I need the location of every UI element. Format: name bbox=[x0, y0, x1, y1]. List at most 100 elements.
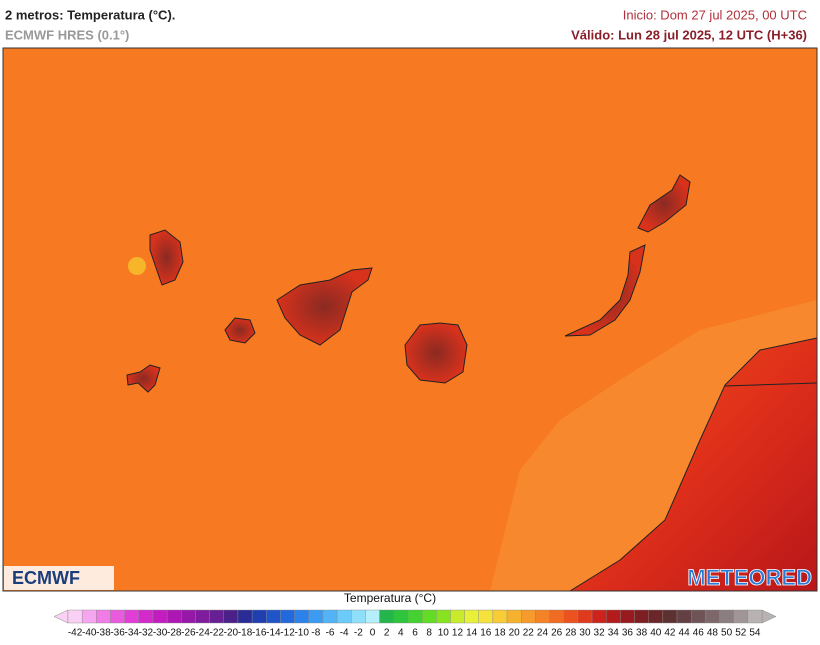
model: ECMWF HRES (0.1°) bbox=[5, 27, 129, 42]
logo-bg bbox=[4, 566, 114, 590]
swatch bbox=[81, 609, 97, 624]
logo-ecmwf: ECMWF bbox=[12, 568, 80, 588]
tick-label: -28 bbox=[167, 628, 182, 639]
swatch bbox=[450, 609, 465, 624]
tick-label: 4 bbox=[398, 628, 404, 639]
swatch bbox=[690, 609, 706, 624]
tick-label: 8 bbox=[426, 628, 432, 639]
tick-label: 44 bbox=[679, 628, 691, 639]
tick-label: -12 bbox=[280, 628, 295, 639]
swatch bbox=[606, 609, 621, 624]
tick-label: 10 bbox=[438, 628, 450, 639]
swatch bbox=[351, 609, 366, 624]
legend-title: Temperatura (°C) bbox=[344, 591, 436, 605]
arrow-high bbox=[761, 609, 777, 624]
tick-label: 14 bbox=[466, 628, 478, 639]
swatch bbox=[322, 609, 338, 624]
swatch bbox=[237, 609, 253, 624]
swatch bbox=[662, 609, 678, 624]
lanzarote bbox=[637, 174, 691, 233]
swatch bbox=[521, 609, 536, 624]
swatch bbox=[747, 609, 763, 624]
tick-label: -26 bbox=[181, 628, 196, 639]
tick-label: -36 bbox=[110, 628, 125, 639]
arrow-low bbox=[53, 609, 69, 624]
title: 2 metros: Temperatura (°C). bbox=[5, 7, 175, 22]
swatch bbox=[676, 609, 692, 624]
tick-label: 42 bbox=[664, 628, 676, 639]
tick-label: -38 bbox=[96, 628, 111, 639]
tick-label: 28 bbox=[565, 628, 577, 639]
tick-label: -20 bbox=[224, 628, 239, 639]
swatch bbox=[492, 609, 508, 624]
logo-meteored: METEORED bbox=[687, 565, 812, 590]
tick-label: -34 bbox=[125, 628, 140, 639]
el-hierro bbox=[126, 364, 161, 393]
tick-label: 40 bbox=[650, 628, 662, 639]
tick-label: 50 bbox=[721, 628, 733, 639]
swatch bbox=[620, 609, 635, 624]
tick-label: 30 bbox=[579, 628, 591, 639]
tick-label: -30 bbox=[153, 628, 168, 639]
swatch bbox=[421, 609, 437, 624]
tick-label: -40 bbox=[82, 628, 97, 639]
swatch bbox=[634, 609, 649, 624]
swatch bbox=[67, 609, 83, 624]
swatch bbox=[294, 609, 309, 624]
swatch bbox=[308, 609, 324, 624]
swatch bbox=[138, 609, 154, 624]
tick-label: -2 bbox=[354, 628, 363, 639]
swatch bbox=[705, 609, 720, 624]
tick-label: -14 bbox=[266, 628, 281, 639]
tenerife bbox=[276, 267, 373, 346]
swatch bbox=[719, 609, 734, 624]
tick-label: -42 bbox=[68, 628, 83, 639]
swatch bbox=[251, 609, 267, 624]
swatch bbox=[464, 609, 479, 624]
tick-label: -24 bbox=[195, 628, 210, 639]
tick-label: 48 bbox=[707, 628, 719, 639]
fuerteventura bbox=[564, 244, 646, 337]
tick-label: 2 bbox=[384, 628, 390, 639]
tick-label: 16 bbox=[480, 628, 492, 639]
swatch bbox=[577, 609, 593, 624]
tick-label: 26 bbox=[551, 628, 563, 639]
swatch bbox=[478, 609, 494, 624]
tick-label: 0 bbox=[370, 628, 376, 639]
swatch bbox=[152, 609, 168, 624]
gran-canaria bbox=[404, 322, 468, 384]
swatch bbox=[549, 609, 564, 624]
tick-label: 32 bbox=[594, 628, 606, 639]
tick-label: 6 bbox=[412, 628, 418, 639]
swatch bbox=[436, 609, 451, 624]
swatch bbox=[266, 609, 281, 624]
tick-label: -8 bbox=[311, 628, 320, 639]
swatch bbox=[209, 609, 224, 624]
init-time: Inicio: Dom 27 jul 2025, 00 UTC bbox=[623, 7, 807, 22]
tick-label: -18 bbox=[238, 628, 253, 639]
tick-label: 18 bbox=[494, 628, 506, 639]
swatch bbox=[379, 609, 394, 624]
map bbox=[2, 47, 818, 592]
tick-label: 22 bbox=[523, 628, 535, 639]
swatch bbox=[365, 609, 380, 624]
swatch bbox=[535, 609, 550, 624]
tick-label: 34 bbox=[608, 628, 620, 639]
swatch bbox=[110, 609, 125, 624]
tick-label: 36 bbox=[622, 628, 634, 639]
tick-label: -10 bbox=[294, 628, 309, 639]
tick-label: -32 bbox=[139, 628, 154, 639]
warm-spot bbox=[128, 257, 146, 275]
swatch bbox=[506, 609, 522, 624]
la-palma bbox=[149, 229, 184, 286]
tick-label: 52 bbox=[735, 628, 747, 639]
valid-time: Válido: Lun 28 jul 2025, 12 UTC (H+36) bbox=[571, 27, 807, 42]
swatch bbox=[96, 609, 111, 624]
tick-label: -6 bbox=[326, 628, 335, 639]
swatch bbox=[648, 609, 664, 624]
tick-label: 38 bbox=[636, 628, 648, 639]
swatch bbox=[280, 609, 295, 624]
tick-label: -16 bbox=[252, 628, 267, 639]
swatch bbox=[591, 609, 607, 624]
